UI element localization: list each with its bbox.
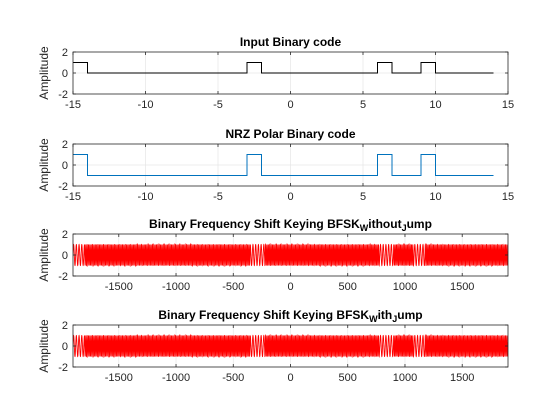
x-tick-label: 0 xyxy=(287,281,293,293)
y-tick-label: 0 xyxy=(62,250,68,262)
x-tick-label: 15 xyxy=(502,99,514,111)
title-subscript: J xyxy=(392,314,397,324)
x-tick-label: -15 xyxy=(65,191,81,203)
y-tick-label: 0 xyxy=(62,341,68,353)
y-tick-label: -2 xyxy=(58,181,68,193)
subplot-title: Input Binary code xyxy=(240,35,342,49)
data-line xyxy=(73,242,508,268)
title-part: ith xyxy=(378,308,393,322)
y-axis-label: Amplitude xyxy=(37,138,51,192)
y-tick-label: -2 xyxy=(58,89,68,101)
y-axis-label: Amplitude xyxy=(37,46,51,100)
x-tick-label: -1000 xyxy=(162,372,190,384)
title-part: Binary Frequency Shift Keying BFSK xyxy=(149,217,360,231)
y-tick-label: 2 xyxy=(62,139,68,151)
title-subscript: J xyxy=(402,223,407,233)
y-tick-label: 2 xyxy=(62,47,68,59)
x-tick-label: -1500 xyxy=(105,281,133,293)
y-tick-label: 2 xyxy=(62,229,68,241)
title-part: ithout xyxy=(368,217,401,231)
x-tick-label: 10 xyxy=(429,191,441,203)
subplot-2: -15 -10 -5 0 5 10 15 -2 0 2 Amplitude NRZ Polar Bin… xyxy=(37,127,514,203)
x-tick-label: -500 xyxy=(222,372,244,384)
x-tick-label: -1000 xyxy=(162,281,190,293)
subplot-1: -15 -10 -5 0 5 10 15 -2 0 2 Amplitude Input Binary … xyxy=(37,35,514,111)
x-tick-label: 500 xyxy=(339,372,357,384)
x-tick-label: 1500 xyxy=(450,281,474,293)
title-subscript: W xyxy=(360,223,369,233)
x-tick-label: 1000 xyxy=(393,372,417,384)
title-subscript: W xyxy=(369,314,378,324)
x-tick-label: 500 xyxy=(339,281,357,293)
x-tick-label: -5 xyxy=(213,99,223,111)
y-tick-label: -2 xyxy=(58,271,68,283)
subplot-title: NRZ Polar Binary code xyxy=(225,127,355,141)
y-tick-label: -2 xyxy=(58,362,68,374)
data-line xyxy=(73,333,508,359)
x-tick-label: -5 xyxy=(213,191,223,203)
x-tick-label: 15 xyxy=(502,191,514,203)
subplot-title: Binary Frequency Shift Keying BFSKWithJu… xyxy=(158,308,422,324)
data-line xyxy=(73,154,494,176)
y-axis-label: Amplitude xyxy=(37,319,51,373)
x-tick-label: 10 xyxy=(429,99,441,111)
x-tick-label: -500 xyxy=(222,281,244,293)
y-tick-label: 2 xyxy=(62,320,68,332)
x-tick-label: 5 xyxy=(360,191,366,203)
x-tick-label: -10 xyxy=(138,99,154,111)
subplot-3: -1500 -1000 -500 0 500 1000 1500 -2 0 2 Amplitude B… xyxy=(37,217,509,293)
x-tick-label: -1500 xyxy=(105,372,133,384)
y-axis-label: Amplitude xyxy=(37,228,51,282)
x-tick-label: 1500 xyxy=(450,372,474,384)
x-tick-label: 0 xyxy=(287,372,293,384)
title-part: ump xyxy=(397,308,422,322)
title-part: Binary Frequency Shift Keying BFSK xyxy=(158,308,369,322)
x-tick-label: 0 xyxy=(287,191,293,203)
subplot-4: -1500 -1000 -500 0 500 1000 1500 -2 0 2 Amplitude B… xyxy=(37,308,509,384)
x-tick-label: -10 xyxy=(138,191,154,203)
x-tick-label: -15 xyxy=(65,99,81,111)
title-part: ump xyxy=(407,217,432,231)
data-line xyxy=(73,62,494,74)
x-tick-label: 0 xyxy=(287,99,293,111)
x-tick-label: 1000 xyxy=(393,281,417,293)
y-tick-label: 0 xyxy=(62,160,68,172)
x-tick-label: 5 xyxy=(360,99,366,111)
subplot-title: Binary Frequency Shift Keying BFSKWithou… xyxy=(149,217,432,233)
y-tick-label: 0 xyxy=(62,68,68,80)
